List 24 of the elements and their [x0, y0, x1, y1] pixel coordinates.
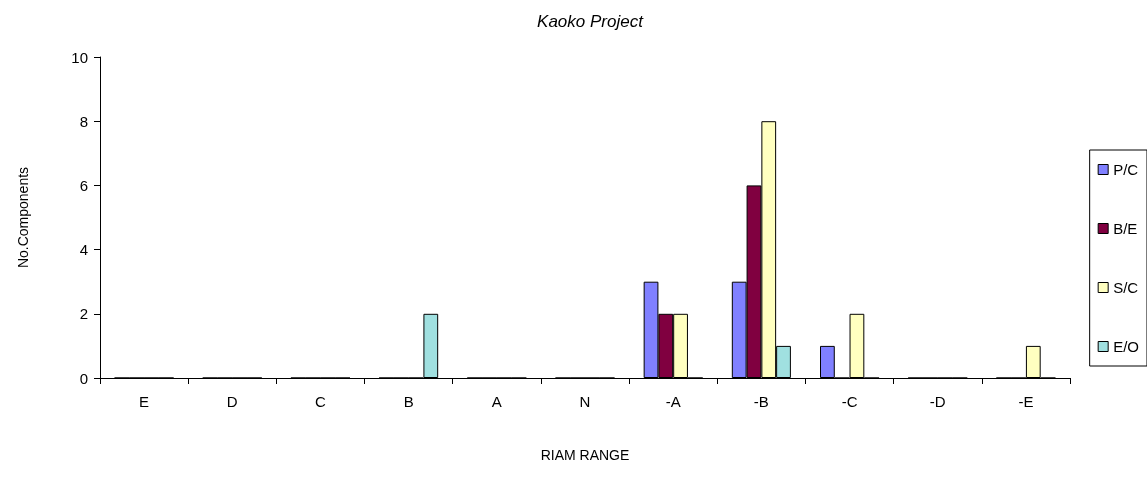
x-tick-label: -B: [753, 393, 769, 410]
y-tick-label: 8: [79, 112, 88, 130]
y-axis-title: No.Components: [15, 166, 31, 269]
x-tick-label: A: [491, 393, 502, 410]
x-tick-label: -E: [1018, 393, 1034, 410]
x-tick-label: -D: [929, 393, 946, 410]
x-axis-title: RIAM RANGE: [540, 447, 630, 463]
y-tick-label: 2: [79, 305, 88, 323]
legend-label: S/C: [1113, 279, 1139, 296]
y-tick-label: 6: [79, 176, 88, 194]
legend-label: P/C: [1113, 161, 1139, 178]
x-tick-label: E: [139, 393, 150, 410]
chart-title: Kaoko Project: [537, 12, 645, 31]
x-tick-label: B: [403, 393, 414, 410]
x-tick-label: -A: [665, 393, 681, 410]
x-tick-label: -C: [841, 393, 858, 410]
y-tick-label: 0: [79, 369, 88, 387]
x-tick-label: D: [226, 393, 238, 410]
x-tick-label: C: [315, 393, 327, 410]
x-tick-label: N: [579, 393, 591, 410]
legend-label: B/E: [1113, 220, 1138, 237]
legend-label: E/O: [1113, 338, 1139, 355]
y-tick-label: 4: [79, 241, 88, 259]
y-tick-label: 10: [71, 48, 88, 66]
